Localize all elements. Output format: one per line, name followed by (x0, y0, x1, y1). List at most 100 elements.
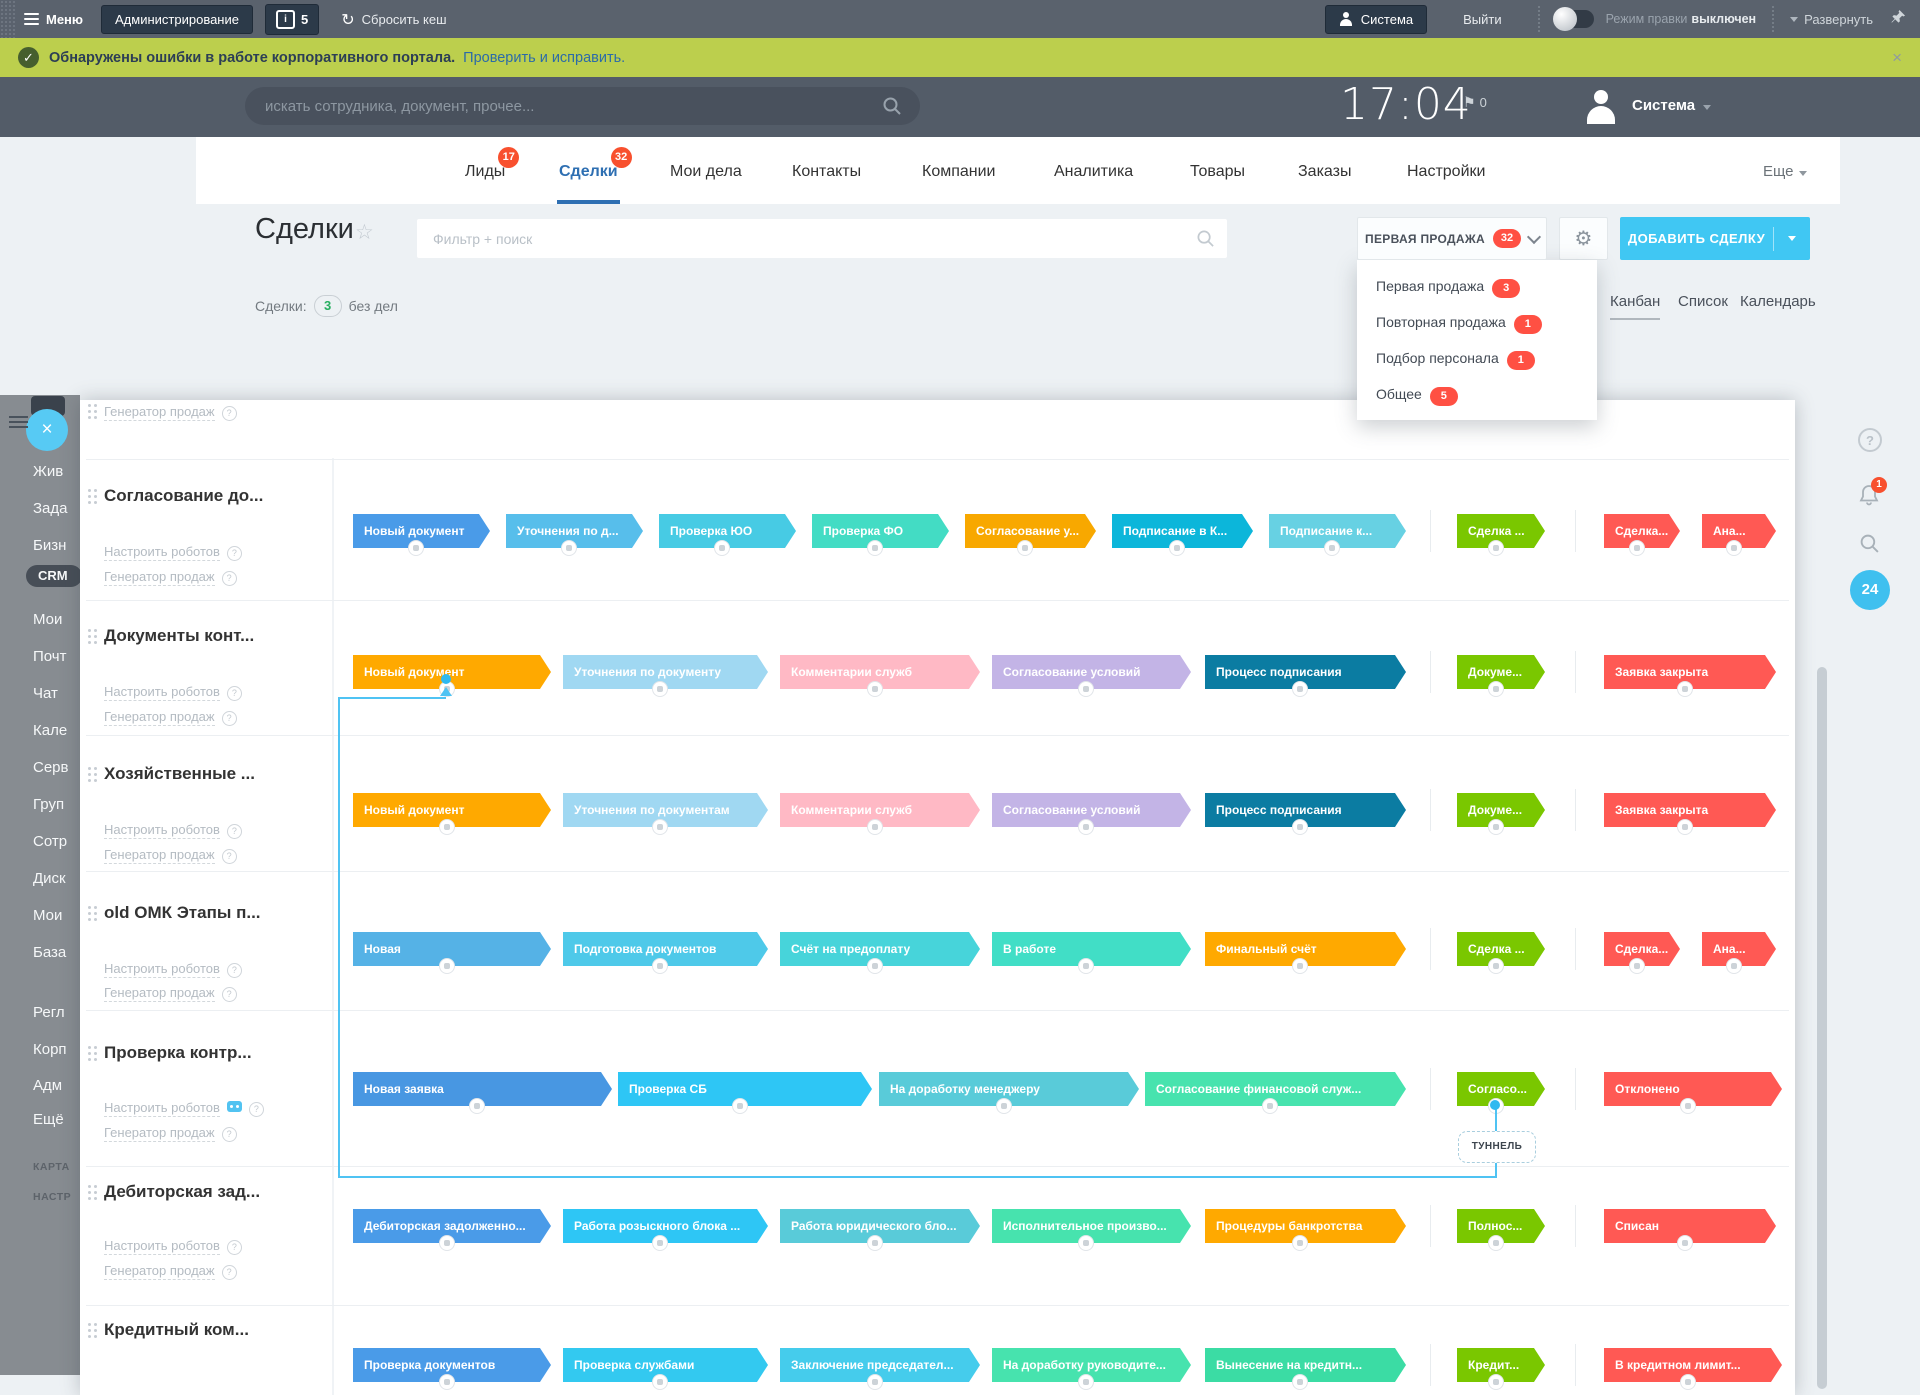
stage-robot-badge[interactable] (1292, 1235, 1308, 1251)
add-deal-menu-arrow[interactable] (1774, 236, 1810, 241)
pipeline-dropdown-item[interactable]: Общее 5 (1357, 376, 1597, 412)
tunnel-badge[interactable]: ТУННЕЛЬ (1458, 1131, 1536, 1163)
sidebar-item[interactable]: Сотр (33, 833, 68, 850)
stage-robot-badge[interactable] (1078, 1374, 1094, 1390)
nav-tab[interactable]: Товары (1190, 163, 1246, 180)
row-drag-handle[interactable] (88, 1046, 91, 1049)
favorite-star-icon[interactable]: ☆ (355, 220, 374, 244)
hint-question-icon[interactable]: ? (221, 987, 237, 1002)
pin-icon[interactable] (1891, 9, 1906, 29)
sales-generator-link[interactable]: Генератор продаж? (104, 847, 237, 864)
sidebar-item[interactable]: Зада (33, 500, 68, 517)
expand-button[interactable]: Развернуть (1790, 12, 1873, 27)
stage-chip[interactable]: Новый документ (353, 514, 490, 548)
hint-question-icon[interactable]: ? (226, 546, 242, 561)
stage-robot-badge[interactable] (1676, 1235, 1693, 1251)
administration-button[interactable]: Администрирование (101, 4, 253, 34)
view-tab[interactable]: Список (1678, 293, 1728, 310)
stage-chip[interactable]: Дебиторская задолженно... (353, 1209, 551, 1243)
pipeline-dropdown-item[interactable]: Повторная продажа 1 (1357, 304, 1597, 340)
configure-robots-link[interactable]: Настроить роботов? (104, 684, 242, 701)
stage-robot-badge[interactable] (1078, 1235, 1094, 1251)
hint-question-icon[interactable]: ? (226, 963, 242, 978)
sidebar-item[interactable]: Мои (33, 611, 63, 628)
sales-generator-link[interactable]: Генератор продаж? (104, 1263, 237, 1280)
sidebar-item[interactable]: База (33, 944, 67, 961)
hint-question-icon[interactable]: ? (221, 1127, 237, 1142)
sidebar-item[interactable]: Чат (33, 685, 58, 702)
stage-chip[interactable]: Согласование финансовой служ... (1145, 1072, 1406, 1106)
row-drag-handle[interactable] (88, 489, 91, 492)
hint-question-icon[interactable]: ? (221, 571, 237, 586)
sidebar-item[interactable]: Ещё (33, 1111, 64, 1128)
stage-chip[interactable]: Работа юридического бло... (780, 1209, 980, 1243)
row-drag-handle[interactable] (88, 1185, 91, 1188)
row-drag-handle[interactable] (88, 404, 91, 407)
admin-notifications-counter[interactable]: i 5 (264, 3, 320, 35)
configure-robots-link[interactable]: Настроить роботов? (104, 544, 242, 561)
stage-robot-badge[interactable] (1487, 819, 1504, 835)
stage-robot-badge[interactable] (866, 1235, 883, 1251)
sidebar-toggle-icon[interactable] (9, 413, 28, 431)
stage-robot-badge[interactable] (561, 540, 577, 556)
sidebar-item[interactable]: Мои (33, 907, 63, 924)
clock-time[interactable]: 17:04 (1340, 79, 1472, 130)
vertical-scrollbar[interactable] (1817, 667, 1827, 1389)
row-drag-handle[interactable] (88, 1323, 91, 1326)
stage-robot-badge[interactable] (714, 540, 730, 556)
stage-robot-badge[interactable] (408, 540, 424, 556)
stage-robot-badge[interactable] (652, 1235, 668, 1251)
stage-robot-badge[interactable] (438, 958, 455, 974)
help-icon[interactable]: ? (1858, 428, 1882, 452)
stage-robot-badge[interactable] (1017, 540, 1033, 556)
current-user-button[interactable]: Система (1324, 4, 1428, 34)
stage-chip[interactable]: Счёт на предоплату (780, 932, 980, 966)
sidebar-item[interactable]: Диск (33, 870, 66, 887)
stage-robot-badge[interactable] (1292, 819, 1308, 835)
configure-robots-link[interactable]: Настроить роботов? (104, 961, 242, 978)
sidebar-item[interactable]: Адм (33, 1077, 63, 1094)
sidebar-item[interactable]: Бизн (33, 537, 67, 554)
sidebar-item[interactable]: Кале (33, 722, 68, 739)
stage-robot-badge[interactable] (1292, 958, 1308, 974)
stage-robot-badge[interactable] (731, 1098, 748, 1114)
stage-robot-badge[interactable] (652, 958, 668, 974)
nav-tab[interactable]: Компании (922, 163, 996, 180)
stage-chip[interactable]: Комментарии служб (780, 793, 980, 827)
alert-fix-link[interactable]: Проверить и исправить. (463, 49, 626, 66)
stage-robot-badge[interactable] (995, 1098, 1012, 1114)
stage-robot-badge[interactable] (867, 540, 883, 556)
filter-search-input[interactable] (417, 219, 1227, 258)
sales-generator-link[interactable]: Генератор продаж? (104, 1125, 237, 1142)
view-tab[interactable]: Календарь (1740, 293, 1816, 310)
stage-robot-badge[interactable] (866, 819, 883, 835)
stage-chip[interactable]: Согласование условий (992, 655, 1191, 689)
stage-robot-badge[interactable] (1679, 1098, 1696, 1114)
stage-robot-badge[interactable] (1078, 958, 1094, 974)
hint-question-icon[interactable]: ? (226, 686, 242, 701)
stage-chip[interactable]: Докуме... (1457, 655, 1545, 689)
global-search-input[interactable] (245, 87, 920, 125)
stage-robot-badge[interactable] (1487, 1374, 1504, 1390)
pipeline-dropdown-item[interactable]: Подбор персонала 1 (1357, 340, 1597, 376)
stage-robot-badge[interactable] (1262, 1098, 1278, 1114)
menu-button[interactable]: Меню (24, 10, 83, 28)
configure-robots-link[interactable]: Настроить роботов? (104, 822, 242, 839)
stage-robot-badge[interactable] (1487, 1235, 1504, 1251)
stage-chip[interactable]: Подписание в К... (1112, 514, 1253, 548)
nav-more-button[interactable]: Еще (1763, 163, 1807, 180)
flag-counter[interactable]: ⚑ 0 (1463, 94, 1487, 111)
pipeline-dropdown-item[interactable]: Первая продажа 3 (1357, 268, 1597, 304)
hint-question-icon[interactable]: ? (226, 1240, 242, 1255)
hint-question-icon[interactable]: ? (226, 824, 242, 839)
view-tab[interactable]: Канбан (1610, 293, 1661, 320)
sidebar-item[interactable]: Серв (33, 759, 69, 776)
stage-robot-badge[interactable] (1676, 819, 1693, 835)
header-user-menu[interactable]: Система (1632, 97, 1712, 114)
stage-chip[interactable]: Проверка ЮО (659, 514, 796, 548)
stage-robot-badge[interactable] (1628, 958, 1645, 974)
stage-robot-badge[interactable] (1676, 681, 1693, 697)
nav-tab[interactable]: Мои дела (670, 163, 742, 180)
nav-tab[interactable]: Лиды 17 (465, 147, 520, 181)
sales-generator-link[interactable]: Генератор продаж? (104, 404, 237, 421)
